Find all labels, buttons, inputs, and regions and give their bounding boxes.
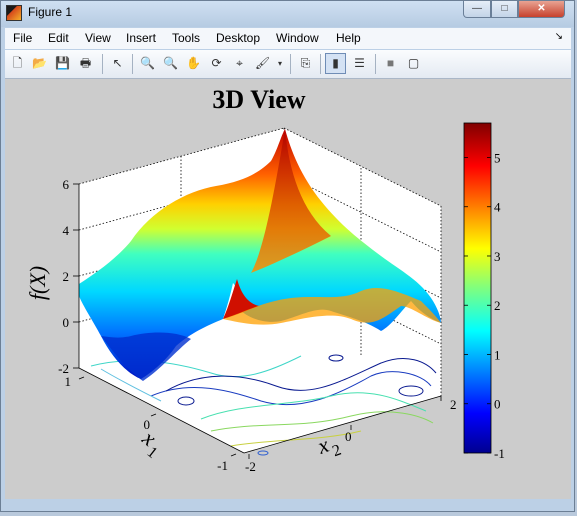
surface-trough: [101, 332, 191, 381]
surface-plot: 6 4 2 0 -2 1 0 -1 -2 0 2 3D View f(X): [25, 85, 505, 474]
window-title: Figure 1: [28, 5, 73, 19]
matlab-icon: [6, 5, 22, 21]
menu-insert[interactable]: Insert: [126, 31, 157, 45]
colorbar-tick-label: 0: [494, 397, 501, 412]
menu-tools[interactable]: Tools: [172, 31, 201, 45]
colorbar-tick-label: 3: [494, 249, 501, 264]
x1-tick-label: 1: [65, 374, 72, 389]
x1-tick-label: -1: [217, 458, 228, 473]
colorbar[interactable]: [463, 122, 492, 454]
x2-axis-label: x 2: [313, 432, 343, 461]
x1-tick-labels: 1 0 -1: [65, 374, 229, 473]
menu-file[interactable]: File: [13, 31, 33, 45]
toolbar-separator: [320, 54, 321, 74]
chart-title: 3D View: [212, 85, 305, 114]
save-icon[interactable]: 💾: [55, 56, 70, 70]
z-axis-label: f(X): [25, 266, 50, 300]
hand-icon[interactable]: ✋: [186, 56, 201, 70]
z-tick-label: 2: [63, 269, 70, 284]
z-tick-label: 0: [63, 315, 70, 330]
pointer-icon[interactable]: ↖: [112, 56, 123, 70]
toolbar-separator: [290, 54, 291, 74]
colorbar-tick-label: -1: [494, 446, 505, 461]
minimize-button[interactable]: —: [463, 1, 491, 18]
title-bar[interactable]: Figure 1 — □ ✕: [1, 1, 574, 27]
dock-arrow-icon[interactable]: ↘: [554, 31, 563, 42]
figure-toolbar: 🗋 📂 💾 🖶 ↖ 🔍 🔍 ✋ ⟳ ⌖ 🖌 ▾ ⎘ ▮ ☰ ■ ▢: [5, 50, 571, 79]
colorbar-tick-label: 4: [494, 200, 501, 215]
brush-icon[interactable]: 🖌: [254, 56, 271, 70]
z-tick-labels: 6 4 2 0 -2: [58, 177, 69, 376]
new-file-icon[interactable]: 🗋: [12, 56, 23, 70]
menu-window[interactable]: Window: [276, 31, 319, 45]
toolbar-separator: [132, 54, 133, 74]
z-tick-label: -2: [58, 361, 69, 376]
surface-ridge: [223, 288, 441, 325]
z-tick-label: 6: [63, 177, 70, 192]
menu-desktop[interactable]: Desktop: [216, 31, 261, 45]
colorbar-tick-label: 2: [494, 298, 501, 313]
colorbar-labels: -1 0 1 2 3 4 5: [494, 150, 505, 461]
legend-icon[interactable]: ☰: [354, 56, 365, 70]
x2-tick-label: 2: [450, 397, 457, 412]
menu-help[interactable]: Help: [336, 31, 361, 45]
show-tools-icon[interactable]: ▢: [407, 56, 420, 70]
x2-tick-label: 0: [345, 429, 352, 444]
rotate-icon[interactable]: ⟳: [211, 56, 222, 70]
zoom-in-icon[interactable]: 🔍: [140, 56, 155, 70]
figure-canvas[interactable]: 6 4 2 0 -2 1 0 -1 -2 0 2 3D View f(X): [5, 79, 571, 499]
tick-marks: [73, 183, 442, 459]
x2-tick-label: -2: [245, 459, 256, 474]
toolbar-separator: [375, 54, 376, 74]
x1-tick-label: 0: [144, 417, 151, 432]
hide-tools-icon[interactable]: ■: [386, 56, 395, 70]
menu-bar: File Edit View Insert Tools Desktop Wind…: [5, 28, 571, 49]
close-button[interactable]: ✕: [518, 1, 565, 18]
colorbar-tick-label: 1: [494, 347, 501, 362]
print-icon[interactable]: 🖶: [79, 56, 92, 70]
x2-tick-labels: -2 0 2: [245, 397, 457, 474]
menu-view[interactable]: View: [85, 31, 111, 45]
surface-peak: [251, 129, 331, 273]
window-controls: — □ ✕: [463, 1, 569, 19]
colorbar-icon[interactable]: ▮: [325, 53, 346, 74]
x1-axis-label: x 1: [137, 425, 161, 462]
folder-icon[interactable]: 📂: [32, 56, 47, 70]
menu-edit[interactable]: Edit: [48, 31, 69, 45]
toolbar-separator: [102, 54, 103, 74]
maximize-button[interactable]: □: [491, 1, 518, 18]
colorbar-ticks: [464, 157, 491, 454]
contour-lines: [90, 354, 437, 456]
data-cursor-icon[interactable]: ⌖: [236, 56, 243, 70]
link-icon[interactable]: ⎘: [300, 56, 311, 70]
brush-dropdown-icon[interactable]: ▾: [277, 59, 282, 68]
colorbar-tick-label: 5: [494, 150, 501, 165]
x2-axis-label-sub: 2: [330, 442, 343, 461]
x2-axis-label-main: x: [313, 432, 332, 459]
z-tick-label: 4: [63, 223, 70, 238]
zoom-out-icon[interactable]: 🔍: [163, 56, 178, 70]
